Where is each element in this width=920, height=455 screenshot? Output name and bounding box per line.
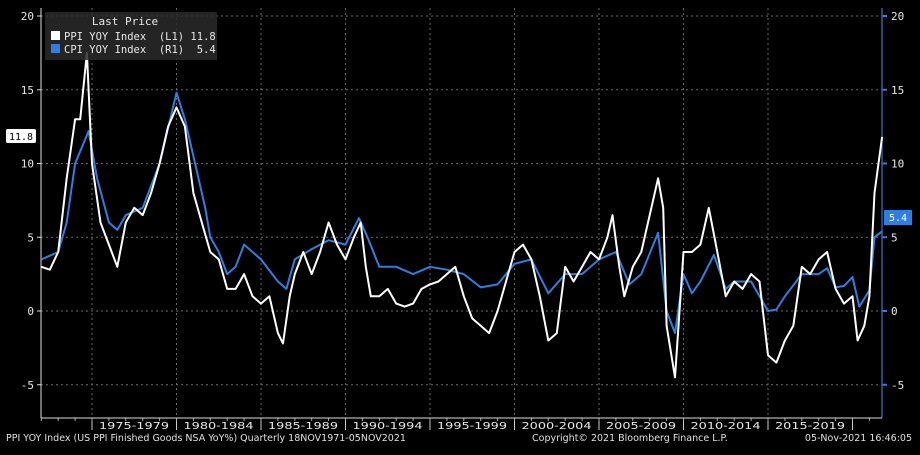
legend-entry-cpi: CPI YOY Index (R1) 5.4 <box>64 44 216 56</box>
left-tick-label: 20 <box>21 10 34 23</box>
x-tick-label: 1990-1994 <box>353 421 423 430</box>
ppi-line <box>40 51 884 379</box>
left-tick-label: 10 <box>21 158 34 171</box>
x-tick-label: 1985-1989 <box>268 421 338 430</box>
last-value-right-text: 5.4 <box>889 213 907 224</box>
footer-timestamp: 05-Nov-2021 16:46:05 <box>804 433 912 444</box>
right-tick-label: 20 <box>891 10 904 23</box>
left-tick-label: 15 <box>21 84 34 97</box>
footer-description: PPI YOY Index (US PPI Finished Goods NSA… <box>6 433 406 444</box>
chart: -5 -5 0 0 5 5 10 10 15 15 20 20 1975-1979 1980-1984 19… <box>6 8 912 430</box>
grid <box>41 8 882 418</box>
x-tick-label: 1995-1999 <box>437 421 507 430</box>
legend-background <box>45 12 217 60</box>
left-tick-label: 5 <box>27 231 34 244</box>
x-tick-label: 2015-2019 <box>775 421 845 430</box>
axes: -5 -5 0 0 5 5 10 10 15 15 20 20 1975-1979 1980-1984 19… <box>21 8 904 430</box>
x-tick-label: 1980-1984 <box>184 421 254 430</box>
left-tick-label: 0 <box>27 305 34 318</box>
right-tick-label: 10 <box>891 158 904 171</box>
legend-header: Last Price <box>92 15 158 28</box>
x-tick-label: 2010-2014 <box>691 421 761 430</box>
right-tick-label: 0 <box>891 305 898 318</box>
last-value-left-box <box>6 129 36 143</box>
last-value-left: 11.8 <box>6 129 36 143</box>
legend-entry-ppi: PPI YOY Index (L1) 11.8 <box>64 31 216 43</box>
legend-swatch-ppi <box>51 31 60 40</box>
x-tick-label: 2000-2004 <box>522 421 592 430</box>
last-value-right-box <box>884 210 912 225</box>
last-value-right: 5.4 <box>884 210 912 225</box>
legend-swatch-cpi <box>51 44 60 53</box>
legend: Last Price PPI YOY Index (L1) 11.8 CPI Y… <box>45 12 217 60</box>
left-tick-label: -5 <box>21 379 34 392</box>
right-tick-label: 5 <box>891 231 898 244</box>
cpi-line <box>40 91 883 335</box>
series-lines <box>40 51 884 379</box>
right-tick-label: 15 <box>891 84 904 97</box>
right-tick-label: -5 <box>891 379 904 392</box>
footer-copyright: Copyright© 2021 Bloomberg Finance L.P. <box>532 433 728 444</box>
x-tick-label: 2005-2009 <box>606 421 676 430</box>
last-value-left-text: 11.8 <box>9 132 33 143</box>
x-tick-label: 1975-1979 <box>99 421 169 430</box>
